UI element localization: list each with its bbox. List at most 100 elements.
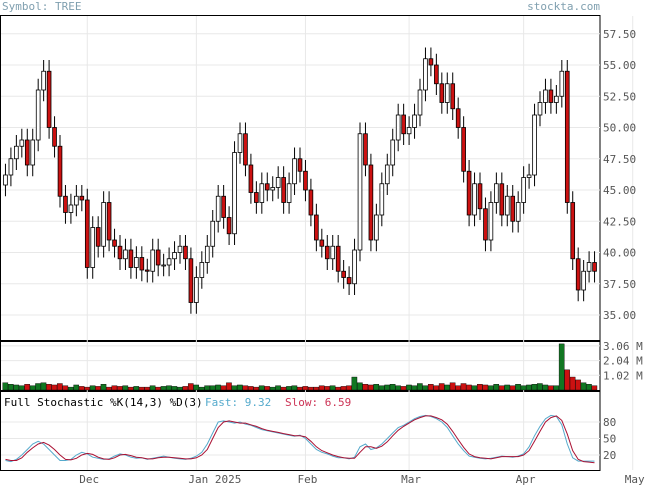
volume-bar bbox=[547, 385, 554, 391]
volume-bar bbox=[40, 382, 47, 391]
candle-body bbox=[581, 270, 586, 291]
volume-bar bbox=[378, 385, 385, 391]
volume-bar bbox=[389, 384, 396, 391]
candle-body bbox=[297, 158, 303, 172]
candle-body bbox=[90, 227, 96, 268]
month-label: Apr bbox=[516, 473, 536, 486]
volume-bar bbox=[291, 385, 298, 391]
candle-body bbox=[308, 189, 314, 216]
volume-bar bbox=[340, 386, 347, 391]
volume-bar bbox=[111, 385, 118, 391]
volume-bar bbox=[318, 385, 325, 391]
volume-bar bbox=[362, 384, 369, 391]
volume-bar bbox=[242, 385, 249, 391]
volume-bar bbox=[302, 386, 309, 391]
candle-body bbox=[314, 214, 319, 241]
candle-body bbox=[330, 245, 336, 260]
candle-body bbox=[586, 262, 592, 272]
volume-bar bbox=[438, 383, 445, 391]
candle-body bbox=[19, 139, 25, 147]
candle-body bbox=[477, 183, 483, 210]
candle-body bbox=[221, 195, 226, 218]
volume-bar bbox=[406, 384, 412, 391]
volume-bar bbox=[471, 385, 478, 391]
volume-bar bbox=[455, 385, 461, 391]
volume-bar bbox=[177, 386, 183, 391]
candle-body bbox=[123, 249, 128, 260]
candle-body bbox=[210, 220, 216, 247]
volume-bar bbox=[106, 386, 112, 391]
price-tick-label: 35.00 bbox=[603, 309, 636, 322]
stochastic-lines bbox=[5, 414, 595, 464]
volume-bar bbox=[417, 383, 423, 391]
candle-body bbox=[194, 277, 199, 303]
candle-body bbox=[346, 277, 352, 285]
volume-bar bbox=[553, 385, 560, 391]
volume-bar bbox=[575, 379, 581, 391]
volume-bar bbox=[482, 384, 489, 391]
candle-body bbox=[24, 139, 30, 166]
candle-body bbox=[406, 127, 412, 135]
candle-body bbox=[46, 70, 52, 128]
volume-bar bbox=[422, 385, 429, 391]
candle-body bbox=[281, 177, 286, 203]
candle-body bbox=[117, 245, 123, 260]
candle-body bbox=[270, 187, 276, 191]
candle-body bbox=[248, 164, 254, 193]
candle-body bbox=[466, 170, 472, 216]
candle-body bbox=[30, 139, 36, 166]
volume-bar bbox=[62, 385, 69, 391]
candle-body bbox=[63, 195, 68, 213]
candle-body bbox=[84, 199, 90, 268]
candle-body bbox=[504, 195, 510, 216]
candle-body bbox=[472, 183, 477, 216]
volume-bar bbox=[247, 386, 254, 391]
candle-body bbox=[521, 177, 526, 203]
month-label: May bbox=[625, 473, 645, 486]
volume-bar bbox=[477, 384, 483, 391]
stochastic-title: Full Stochastic %K(14,3) %D(3) bbox=[4, 396, 203, 409]
candle-body bbox=[286, 183, 292, 203]
stoch-tick-label: 20 bbox=[603, 449, 616, 462]
volume-bar bbox=[400, 386, 407, 391]
gridlines bbox=[1, 16, 634, 470]
panel-frame-1 bbox=[0, 15, 601, 341]
volume-bar bbox=[138, 386, 145, 391]
site-label: stockta.com bbox=[527, 0, 600, 13]
candle-body bbox=[335, 245, 341, 272]
volume-bar bbox=[487, 385, 494, 391]
candle-body bbox=[575, 258, 581, 291]
volume-bar bbox=[204, 385, 210, 391]
candle-body bbox=[134, 257, 139, 268]
volume-tick-label: 3.06 M bbox=[603, 340, 643, 353]
candle-body bbox=[275, 177, 281, 188]
candle-body bbox=[237, 133, 243, 153]
volume-bar bbox=[526, 384, 532, 391]
candle-body bbox=[204, 245, 210, 263]
month-label: Jan 2025 bbox=[188, 473, 241, 486]
candle-body bbox=[570, 202, 576, 260]
volume-bar bbox=[7, 384, 14, 391]
volume-bar bbox=[324, 386, 330, 391]
volume-bar bbox=[586, 384, 592, 391]
candle-body bbox=[139, 257, 145, 271]
candle-body bbox=[57, 145, 63, 197]
candle-body bbox=[363, 133, 368, 166]
candle-body bbox=[95, 227, 101, 247]
candle-body bbox=[428, 58, 434, 66]
volume-bar bbox=[460, 383, 467, 391]
candle-body bbox=[357, 133, 363, 251]
volume-bar bbox=[144, 386, 150, 391]
volume-bar bbox=[149, 385, 156, 391]
volume-bar bbox=[373, 384, 380, 391]
candle-body bbox=[150, 249, 156, 272]
price-tick-label: 52.50 bbox=[603, 90, 636, 103]
candle-body bbox=[14, 145, 19, 160]
month-label: Feb bbox=[297, 473, 317, 486]
volume-bar bbox=[226, 382, 232, 391]
volume-bar bbox=[384, 384, 390, 391]
volume-bar bbox=[542, 384, 549, 391]
candle-body bbox=[144, 269, 150, 272]
candle-body bbox=[412, 114, 417, 128]
candle-body bbox=[543, 89, 548, 103]
